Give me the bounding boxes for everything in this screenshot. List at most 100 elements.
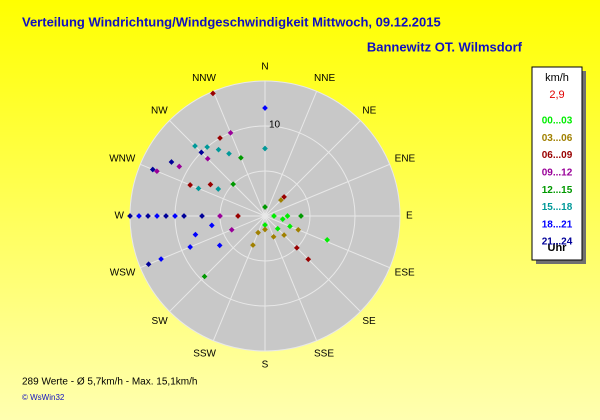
wind-point <box>324 237 331 243</box>
wind-point <box>217 213 223 219</box>
chart-title: Verteilung Windrichtung/Windgeschwindigk… <box>22 14 441 29</box>
wind-point <box>271 213 277 219</box>
direction-label: ESE <box>395 268 415 279</box>
wind-point <box>195 185 202 192</box>
legend-entry: 00...03 <box>542 116 573 127</box>
wind-point <box>284 213 291 219</box>
wind-point <box>278 197 284 203</box>
spoke <box>140 163 266 217</box>
direction-label: N <box>261 62 268 73</box>
footer-stats: 289 Werte - Ø 5,7km/h - Max. 15,1km/h <box>22 377 197 388</box>
wind-point <box>281 232 287 238</box>
wind-point <box>172 213 178 219</box>
direction-label: WNW <box>109 154 136 165</box>
r-tick-label: 10 <box>269 120 281 131</box>
legend-unit: km/h <box>545 72 569 84</box>
wind-point <box>201 273 208 280</box>
wind-point <box>149 166 156 173</box>
spoke <box>264 91 318 217</box>
wind-point <box>181 213 187 219</box>
spoke <box>212 215 266 341</box>
wind-point <box>208 222 215 229</box>
wind-point <box>210 90 216 97</box>
direction-label: SSW <box>193 348 216 359</box>
legend-entry: 15...18 <box>542 202 573 213</box>
copyright: © WsWin32 <box>22 393 65 402</box>
legend-entry: 18...21 <box>542 219 573 230</box>
wind-point <box>145 261 152 268</box>
wind-point <box>228 226 235 233</box>
wind-point <box>255 229 261 236</box>
wind-point <box>168 159 175 165</box>
legend-current: 2,9 <box>549 89 564 101</box>
wind-point <box>176 163 183 170</box>
direction-label: ENE <box>395 154 416 165</box>
spoke <box>212 91 266 217</box>
direction-label: SW <box>152 316 169 327</box>
wind-point <box>187 182 193 188</box>
wind-point <box>204 144 210 150</box>
direction-label: NW <box>151 105 168 116</box>
spoke <box>169 215 266 312</box>
legend-entry: 09...12 <box>542 168 573 179</box>
wind-point <box>274 225 281 232</box>
wind-point <box>136 213 142 219</box>
wind-point <box>250 242 256 248</box>
wind-point <box>270 233 277 240</box>
chart-subtitle: Bannewitz OT. Wilmsdorf <box>367 39 523 54</box>
wind-point <box>281 194 287 200</box>
direction-label: NE <box>362 105 376 116</box>
wind-point <box>262 105 268 111</box>
wind-point <box>287 223 293 230</box>
direction-label: WSW <box>110 268 136 279</box>
wind-point <box>279 216 286 222</box>
legend-entry: 06...09 <box>542 150 573 161</box>
legend-footer: Uhr <box>548 242 568 254</box>
wind-point <box>305 256 312 263</box>
wind-point <box>158 256 164 262</box>
direction-label: S <box>262 360 269 371</box>
wind-point <box>238 154 244 161</box>
wind-point <box>154 168 160 175</box>
wind-point <box>227 130 234 136</box>
wind-point <box>235 213 241 219</box>
wind-point <box>262 204 268 210</box>
wind-point <box>298 213 304 219</box>
spoke <box>264 215 361 312</box>
wind-point <box>204 155 211 162</box>
wind-point <box>207 181 214 188</box>
wind-point <box>262 145 268 152</box>
polar-plot: N NNE NE ENE E ESE SE SSE S SSW SW WSW W WNW NW NNW 10 <box>109 62 415 371</box>
wind-point <box>216 242 223 249</box>
spoke <box>169 120 266 217</box>
legend-entry: 21...24 <box>542 237 573 248</box>
wind-point <box>262 226 268 233</box>
direction-label: SE <box>362 316 376 327</box>
wind-point <box>145 213 151 219</box>
wind-point <box>127 213 133 219</box>
wind-point <box>163 213 169 219</box>
wind-point <box>262 222 268 228</box>
wind-point <box>187 244 193 250</box>
wind-point <box>217 135 223 141</box>
direction-label: W <box>115 211 125 222</box>
wind-point <box>215 146 222 153</box>
wind-point <box>154 213 160 219</box>
direction-label: NNE <box>314 73 335 84</box>
wind-point <box>198 149 205 156</box>
legend: km/h 2,9 Uhr 00...03 03...06 06...09 09...1… <box>531 66 586 264</box>
direction-label: E <box>406 211 413 222</box>
wind-point <box>293 244 300 251</box>
wind-point <box>226 150 232 157</box>
legend-entry: 03...06 <box>542 133 573 144</box>
wind-point <box>230 181 237 188</box>
direction-label: NNW <box>192 73 216 84</box>
direction-label: SSE <box>314 348 334 359</box>
wind-point <box>295 226 302 233</box>
wind-point <box>199 213 205 219</box>
legend-entry: 12...15 <box>542 185 573 196</box>
wind-point <box>215 186 222 192</box>
spoke <box>264 163 390 217</box>
